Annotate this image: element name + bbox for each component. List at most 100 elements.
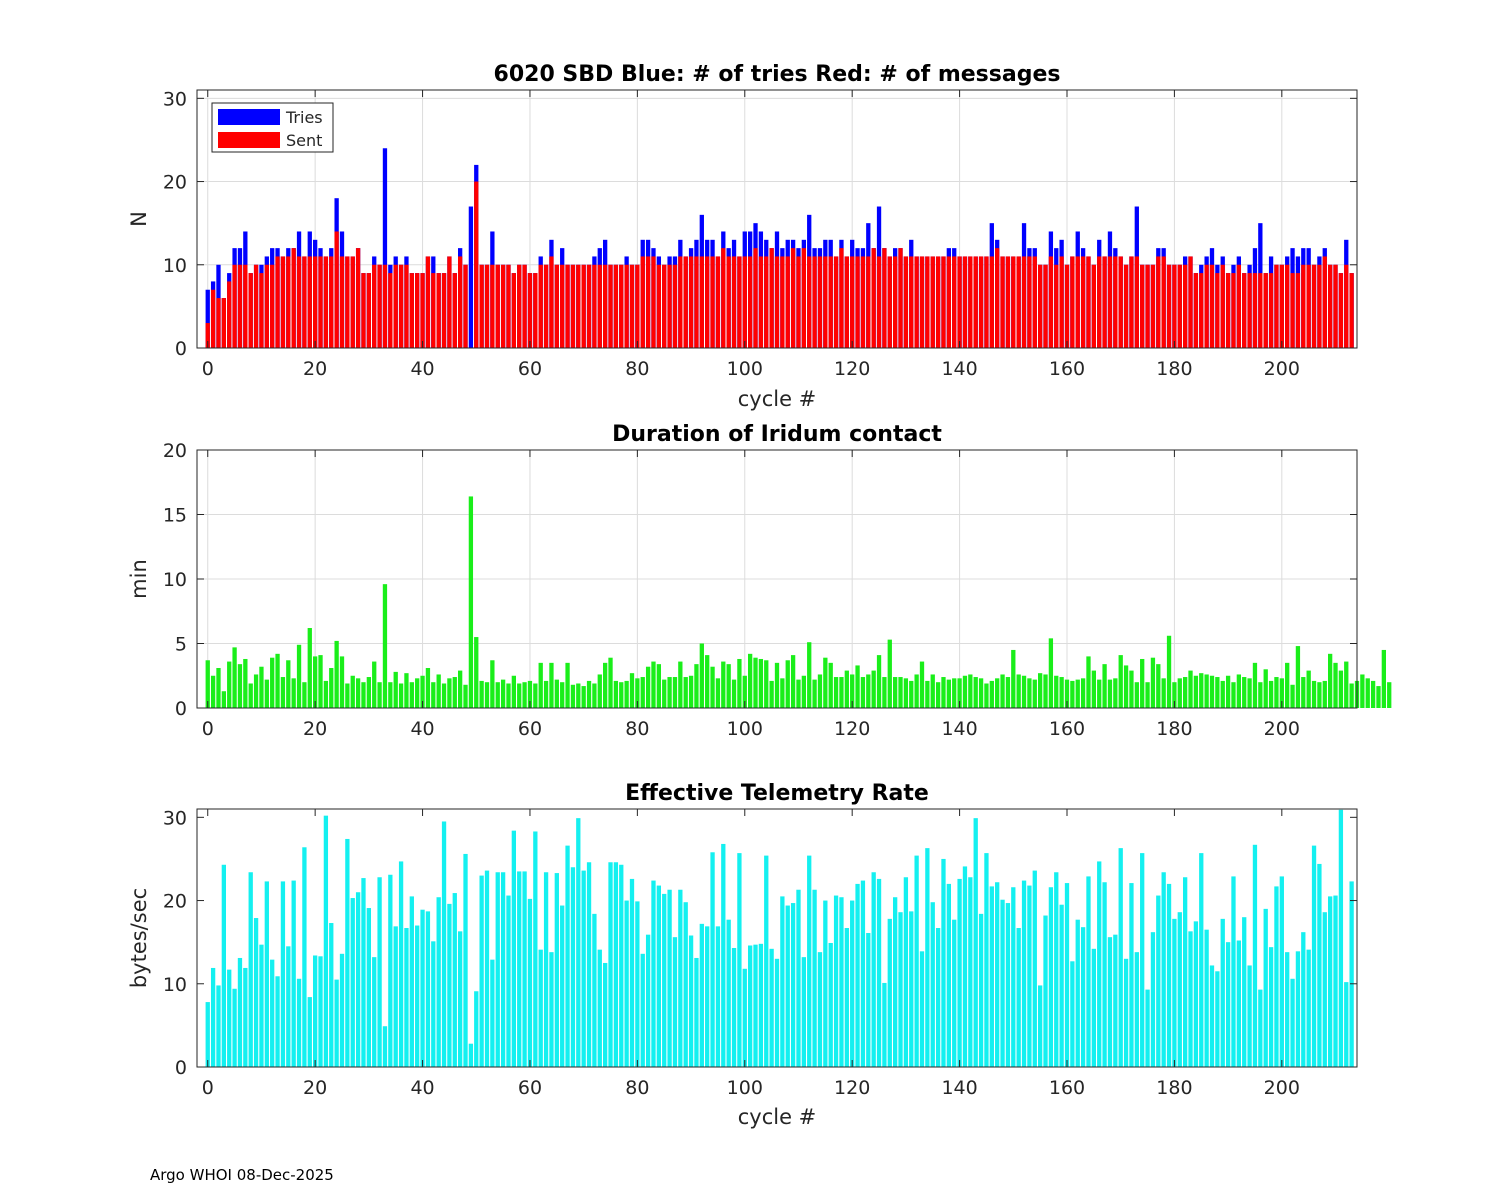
bar-duration xyxy=(221,691,226,708)
bar-rate xyxy=(372,957,377,1067)
bar-rate xyxy=(1032,870,1037,1067)
bar-sent xyxy=(1268,273,1274,348)
bar-rate xyxy=(253,918,259,1067)
bar-duration xyxy=(790,655,796,708)
bar-sent xyxy=(978,256,984,348)
bar-rate xyxy=(404,928,409,1067)
bar-sent xyxy=(828,256,833,348)
bar-sent xyxy=(1199,273,1204,348)
bar-sent xyxy=(511,273,516,348)
bar-sent xyxy=(232,264,237,348)
bar-sent xyxy=(903,256,909,348)
bar-duration xyxy=(710,666,715,708)
bar-sent xyxy=(355,248,361,348)
x-tick-label: 0 xyxy=(202,358,214,380)
bar-duration xyxy=(715,678,721,708)
bar-rate xyxy=(1134,952,1139,1067)
bar-duration xyxy=(323,680,329,708)
bar-duration xyxy=(833,677,839,708)
bar-rate xyxy=(984,853,989,1067)
bar-rate xyxy=(216,985,221,1067)
bar-rate xyxy=(989,886,994,1067)
bar-sent xyxy=(227,281,232,348)
bar-duration xyxy=(1306,670,1311,708)
bar-sent xyxy=(393,264,398,348)
bar-sent xyxy=(1236,264,1241,348)
bar-rate xyxy=(468,1043,474,1067)
bar-sent xyxy=(1328,264,1333,348)
bar-duration xyxy=(264,679,269,708)
bar-sent xyxy=(1059,256,1064,348)
bar-duration xyxy=(1376,686,1381,708)
bar-sent xyxy=(1107,256,1113,348)
bar-rate xyxy=(1011,887,1016,1067)
bar-sent xyxy=(452,273,457,348)
bar-duration xyxy=(581,686,586,708)
bar-rate xyxy=(227,969,232,1067)
x-tick-label: 180 xyxy=(1156,358,1192,380)
bar-duration xyxy=(355,678,361,708)
bar-rate xyxy=(1107,937,1113,1067)
bar-sent xyxy=(694,256,699,348)
bar-duration xyxy=(828,662,833,708)
bar-duration xyxy=(1231,682,1236,708)
bar-rate xyxy=(839,897,844,1067)
bar-rate xyxy=(667,889,672,1067)
bar-rate xyxy=(941,858,946,1067)
bar-rate xyxy=(683,902,688,1067)
legend-label-tries: Tries xyxy=(285,108,323,127)
bar-rate xyxy=(1016,928,1021,1067)
bar-sent xyxy=(1193,273,1199,348)
bar-duration xyxy=(382,584,388,708)
bar-duration xyxy=(1150,657,1156,708)
bar-sent xyxy=(313,256,318,348)
bar-rate xyxy=(307,997,312,1067)
bar-rate xyxy=(705,926,710,1067)
bar-rate xyxy=(329,923,334,1067)
bar-sent xyxy=(1156,256,1161,348)
bar-sent xyxy=(243,264,248,348)
bar-duration xyxy=(253,674,259,708)
bar-sent xyxy=(1204,264,1209,348)
bar-sent xyxy=(366,273,371,348)
bar-rate xyxy=(221,864,226,1067)
bar-rate xyxy=(645,934,651,1067)
bar-sent xyxy=(1301,264,1306,348)
bar-duration xyxy=(844,670,849,708)
bar-duration xyxy=(1209,675,1215,708)
x-tick-label: 0 xyxy=(202,718,214,740)
bar-rate xyxy=(801,957,806,1067)
bar-rate xyxy=(538,949,543,1067)
bar-sent xyxy=(1134,256,1139,348)
bar-duration xyxy=(1172,682,1177,708)
bar-sent xyxy=(812,256,817,348)
bar-duration xyxy=(538,662,543,708)
bar-sent xyxy=(667,264,672,348)
bar-sent xyxy=(1333,264,1338,348)
bar-rate xyxy=(1263,908,1268,1067)
bar-rate xyxy=(436,897,441,1067)
bar-duration xyxy=(1080,678,1086,708)
bar-sent xyxy=(431,273,436,348)
bar-sent xyxy=(1000,256,1005,348)
bar-sent xyxy=(651,256,656,348)
bar-duration xyxy=(635,678,640,708)
bar-sent xyxy=(989,256,994,348)
bar-sent xyxy=(484,264,490,348)
bar-rate xyxy=(968,877,973,1067)
bar-duration xyxy=(796,679,801,708)
x-tick-label: 100 xyxy=(727,1077,763,1099)
chart-title: 6020 SBD Blue: # of tries Red: # of mess… xyxy=(494,62,1061,87)
bar-duration xyxy=(361,682,366,708)
bar-sent xyxy=(329,256,334,348)
bar-duration xyxy=(694,664,699,708)
bar-sent xyxy=(1311,264,1317,348)
bar-sent xyxy=(1032,256,1037,348)
bar-sent xyxy=(307,256,312,348)
bar-sent xyxy=(957,256,962,348)
x-tick-label: 40 xyxy=(410,718,434,740)
bar-duration xyxy=(726,664,731,708)
ticks: 0 20 40 60 80 100 120 140 160 180 200 0 10 20 30 xyxy=(163,88,1357,380)
bar-rate xyxy=(1188,931,1193,1067)
bar-duration xyxy=(764,660,769,708)
